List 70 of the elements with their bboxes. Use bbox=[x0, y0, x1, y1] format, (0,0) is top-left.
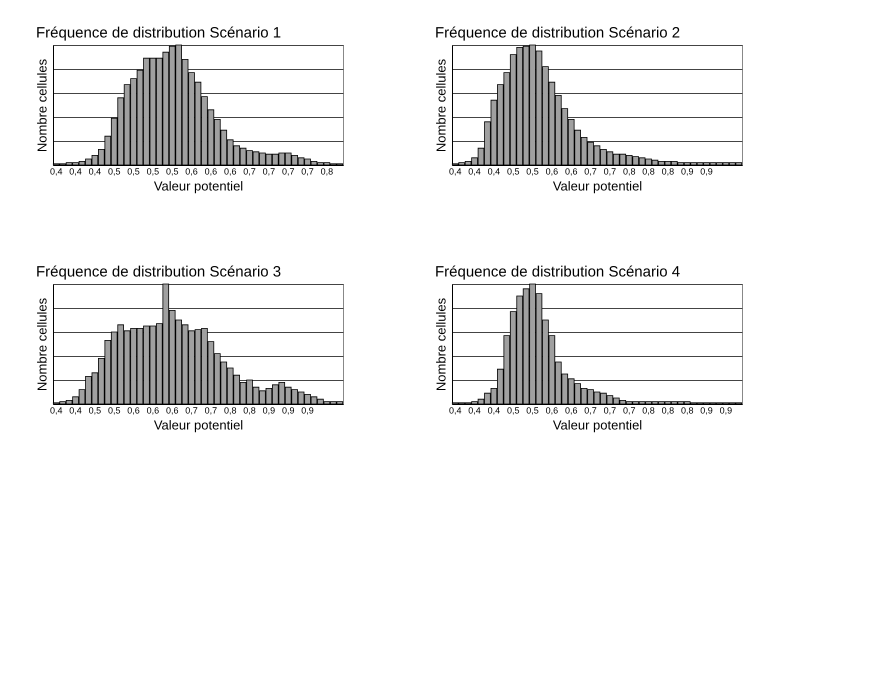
x-tick-label: 0,8 bbox=[642, 166, 655, 176]
x-tick-label: 0,9 bbox=[700, 406, 713, 416]
x-tick-label: 0,7 bbox=[584, 406, 597, 416]
x-tick-label: 0,4 bbox=[468, 406, 481, 416]
x-tick-label: 0,4 bbox=[448, 406, 462, 416]
x-axis-title: Valeur potentiel bbox=[552, 418, 642, 432]
x-tick-label: 0,4 bbox=[50, 406, 62, 416]
x-tick-label: 0,6 bbox=[224, 166, 236, 176]
x-tick-label: 0,5 bbox=[506, 166, 520, 176]
chart-title: Fréquence de distribution Scénario 3 bbox=[36, 264, 282, 281]
y-axis-title: Nombre cellules bbox=[434, 58, 448, 152]
x-tick-label: 0,5 bbox=[127, 166, 140, 176]
y-axis-title: Nombre cellules bbox=[34, 297, 50, 392]
chart-title: Fréquence de distribution Scénario 1 bbox=[36, 24, 282, 42]
x-tick-label: 0,9 bbox=[700, 166, 713, 176]
x-tick-label: 0,9 bbox=[262, 406, 276, 416]
x-tick-label: 0,7 bbox=[262, 166, 276, 176]
y-axis-title: Nombre cellules bbox=[434, 297, 448, 392]
chart-title: Fréquence de distribution Scénario 2 bbox=[435, 24, 680, 42]
x-tick-label: 0,4 bbox=[69, 166, 82, 176]
x-tick-label: 0,4 bbox=[50, 166, 62, 176]
x-tick-label: 0,4 bbox=[488, 166, 500, 176]
x-tick-label: 0,6 bbox=[127, 406, 140, 416]
x-tick-label: 0,6 bbox=[185, 166, 198, 176]
x-tick-label: 0,8 bbox=[680, 406, 694, 416]
x-tick-label: 0,5 bbox=[88, 406, 102, 416]
x-tick-label: 0,4 bbox=[488, 406, 500, 416]
x-tick-label: 0,6 bbox=[564, 166, 578, 176]
x-axis-title: Valeur potentiel bbox=[552, 178, 642, 194]
x-tick-label: 0,7 bbox=[282, 166, 294, 176]
x-tick-label: 0,7 bbox=[604, 166, 616, 176]
x-tick-label: 0,8 bbox=[224, 406, 236, 416]
x-tick-label: 0,5 bbox=[526, 166, 539, 176]
y-axis-title: Nombre cellules bbox=[34, 58, 50, 152]
x-tick-label: 0,8 bbox=[243, 406, 256, 416]
x-tick-label: 0,4 bbox=[468, 166, 481, 176]
x-tick-label: 0,9 bbox=[680, 166, 694, 176]
x-tick-label: 0,8 bbox=[320, 166, 334, 176]
x-tick-label: 0,6 bbox=[204, 166, 218, 176]
x-tick-label: 0,7 bbox=[204, 406, 218, 416]
x-tick-label: 0,4 bbox=[88, 166, 102, 176]
x-tick-label: 0,8 bbox=[662, 406, 674, 416]
x-tick-label: 0,6 bbox=[546, 406, 558, 416]
x-tick-label: 0,7 bbox=[584, 166, 597, 176]
x-tick-label: 0,7 bbox=[243, 166, 256, 176]
x-tick-label: 0,9 bbox=[282, 406, 294, 416]
x-tick-label: 0,5 bbox=[108, 406, 120, 416]
x-tick-label: 0,5 bbox=[146, 166, 160, 176]
x-tick-label: 0,9 bbox=[720, 406, 732, 416]
x-tick-label: 0,5 bbox=[506, 406, 520, 416]
x-axis-title: Valeur potentiel bbox=[154, 178, 244, 194]
x-tick-label: 0,8 bbox=[622, 166, 636, 176]
x-tick-label: 0,5 bbox=[166, 166, 178, 176]
x-tick-label: 0,8 bbox=[662, 166, 674, 176]
x-tick-label: 0,6 bbox=[546, 166, 558, 176]
x-tick-label: 0,7 bbox=[604, 406, 616, 416]
x-tick-label: 0,8 bbox=[642, 406, 655, 416]
x-tick-label: 0,9 bbox=[301, 406, 314, 416]
x-axis-title: Valeur potentiel bbox=[154, 418, 244, 432]
x-tick-label: 0,7 bbox=[622, 406, 636, 416]
x-tick-label: 0,7 bbox=[185, 406, 198, 416]
x-tick-label: 0,6 bbox=[166, 406, 178, 416]
x-tick-label: 0,5 bbox=[108, 166, 120, 176]
x-tick-label: 0,6 bbox=[146, 406, 160, 416]
x-tick-label: 0,7 bbox=[301, 166, 314, 176]
x-tick-label: 0,4 bbox=[448, 166, 462, 176]
chart-title: Fréquence de distribution Scénario 4 bbox=[435, 264, 680, 281]
x-tick-label: 0,4 bbox=[69, 406, 82, 416]
x-tick-label: 0,5 bbox=[526, 406, 539, 416]
x-tick-label: 0,6 bbox=[564, 406, 578, 416]
